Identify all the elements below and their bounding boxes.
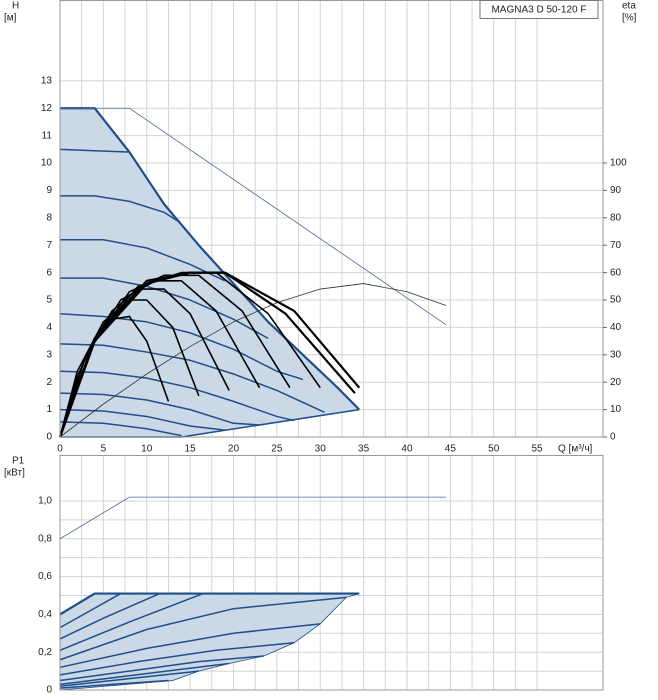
plot-frame xyxy=(59,455,604,691)
x-tick-label: 15 xyxy=(185,444,197,455)
x-tick-label: 10 xyxy=(141,444,153,455)
curve xyxy=(59,283,447,438)
curve xyxy=(59,641,295,676)
x-tick-label: 55 xyxy=(532,444,544,455)
curve xyxy=(59,312,304,381)
x-tick-label: 30 xyxy=(315,444,327,455)
x-tick-label: 45 xyxy=(445,444,457,455)
y-tick-label: 2 xyxy=(46,377,52,388)
curve xyxy=(59,670,199,687)
y2-tick-label: 90 xyxy=(610,185,622,196)
chart-title: MAGNA3 D 50-120 F xyxy=(491,5,586,16)
y-tick-label: 4 xyxy=(46,322,52,333)
curve xyxy=(59,679,169,689)
y-tick-label: 13 xyxy=(41,75,53,86)
y-tick-label: 5 xyxy=(46,295,52,306)
y-tick-label: 10 xyxy=(41,158,53,169)
y2-tick-label: 100 xyxy=(610,158,627,169)
curve xyxy=(59,496,446,540)
curve xyxy=(59,370,295,422)
curve xyxy=(59,392,260,426)
curve xyxy=(60,195,178,222)
curve xyxy=(59,596,347,661)
x-tick-label: 40 xyxy=(401,444,413,455)
curve xyxy=(59,592,122,629)
curve xyxy=(59,343,325,414)
y-tick-label: 1 xyxy=(46,404,52,415)
y2-tick-label: 70 xyxy=(610,240,622,251)
curve xyxy=(60,238,226,282)
y-tick-label: 11 xyxy=(42,130,53,141)
y2-tick-label: 40 xyxy=(610,322,622,333)
y-axis-label: P1 xyxy=(12,456,25,467)
y2-tick-label: 20 xyxy=(610,377,622,388)
y-tick-label: 0 xyxy=(46,685,52,696)
y2-axis-unit: [%] xyxy=(622,13,637,24)
y2-axis-label: eta xyxy=(622,1,636,12)
y-tick-label: 1,0 xyxy=(38,496,52,507)
y-tick-label: 0,4 xyxy=(38,609,52,620)
x-tick-label: 0 xyxy=(57,444,63,455)
y2-tick-label: 80 xyxy=(610,212,622,223)
y-tick-label: 0,6 xyxy=(38,571,52,582)
y-tick-label: 0,2 xyxy=(38,647,52,658)
y-tick-label: 8 xyxy=(46,212,52,223)
x-tick-label: 20 xyxy=(228,444,240,455)
x-tick-label: 5 xyxy=(101,444,107,455)
curve xyxy=(59,421,182,437)
y2-tick-label: 0 xyxy=(610,432,616,443)
curve xyxy=(59,592,204,651)
curve xyxy=(60,107,361,411)
y2-tick-label: 50 xyxy=(610,295,622,306)
operating-area xyxy=(60,593,360,690)
x-axis-label: Q [м³/ч] xyxy=(558,444,593,455)
curve xyxy=(59,592,161,640)
plot-frame xyxy=(59,0,604,438)
curve xyxy=(59,148,130,153)
curve xyxy=(59,655,264,682)
y-tick-label: 7 xyxy=(46,240,52,251)
y-tick-label: 6 xyxy=(46,267,52,278)
y-axis-unit: [м] xyxy=(4,13,17,24)
curve xyxy=(60,107,447,325)
y2-tick-label: 60 xyxy=(610,267,622,278)
y2-tick-label: 30 xyxy=(610,349,622,360)
y-tick-label: 0 xyxy=(46,432,52,443)
y-tick-label: 3 xyxy=(46,349,52,360)
curve xyxy=(59,592,360,616)
curve xyxy=(59,623,321,669)
y-tick-label: 12 xyxy=(41,103,53,114)
x-tick-label: 25 xyxy=(271,444,283,455)
y-tick-label: 9 xyxy=(46,185,52,196)
y-tick-label: 0,8 xyxy=(38,533,52,544)
curve xyxy=(59,274,291,438)
y2-tick-label: 10 xyxy=(610,404,622,415)
x-tick-label: 35 xyxy=(358,444,370,455)
curve xyxy=(58,271,361,438)
curve xyxy=(59,408,225,431)
y-axis-unit: [кВт] xyxy=(4,468,25,479)
curve xyxy=(59,662,230,686)
x-tick-label: 50 xyxy=(488,444,500,455)
y-axis-label: H xyxy=(12,1,19,12)
curve xyxy=(59,593,360,691)
title-box xyxy=(479,0,599,19)
